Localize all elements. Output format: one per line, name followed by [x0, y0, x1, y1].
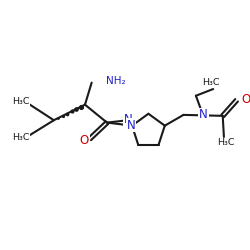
Text: N: N [124, 113, 132, 126]
Text: H₃C: H₃C [218, 138, 235, 147]
Text: N: N [199, 108, 208, 122]
Text: O: O [242, 92, 250, 106]
Text: H₃C: H₃C [12, 97, 29, 106]
Text: H₃C: H₃C [12, 134, 29, 142]
Text: O: O [80, 134, 89, 147]
Text: NH₂: NH₂ [106, 76, 125, 86]
Text: H₃C: H₃C [202, 78, 219, 87]
Text: N: N [126, 119, 135, 132]
